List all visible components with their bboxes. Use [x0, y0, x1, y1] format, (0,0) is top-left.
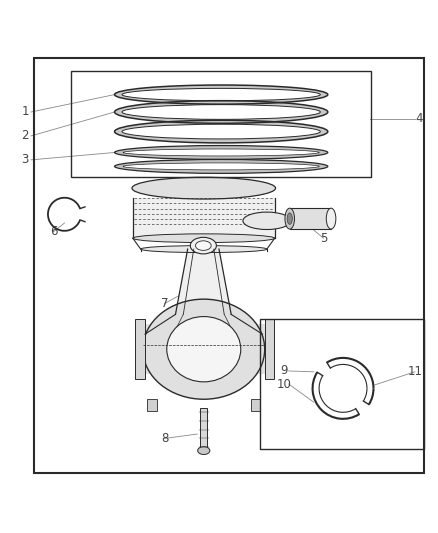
Ellipse shape	[115, 85, 328, 104]
Ellipse shape	[243, 212, 291, 230]
Ellipse shape	[143, 299, 265, 399]
Bar	[251, 399, 260, 411]
Ellipse shape	[287, 213, 292, 224]
Ellipse shape	[123, 149, 319, 156]
Ellipse shape	[115, 120, 328, 143]
Text: 4: 4	[416, 112, 423, 125]
Ellipse shape	[115, 159, 328, 173]
Bar	[147, 399, 157, 411]
Bar	[265, 319, 274, 379]
Ellipse shape	[285, 208, 294, 229]
Ellipse shape	[195, 241, 211, 251]
Bar	[133, 198, 275, 238]
Ellipse shape	[115, 101, 328, 123]
Text: 10: 10	[277, 377, 292, 391]
Bar	[34, 58, 424, 473]
Ellipse shape	[141, 246, 267, 253]
Text: 5: 5	[320, 232, 327, 245]
Ellipse shape	[122, 104, 320, 119]
Ellipse shape	[198, 447, 210, 455]
Bar	[290, 208, 331, 229]
Text: 11: 11	[407, 365, 422, 378]
Text: 3: 3	[21, 154, 29, 166]
Ellipse shape	[115, 146, 328, 159]
Bar	[143, 324, 265, 374]
Ellipse shape	[326, 208, 336, 229]
Ellipse shape	[122, 88, 320, 101]
Ellipse shape	[122, 124, 320, 139]
Ellipse shape	[190, 237, 216, 254]
Ellipse shape	[123, 163, 319, 170]
Bar	[135, 319, 145, 379]
Bar	[200, 408, 207, 449]
Text: 9: 9	[280, 365, 288, 377]
Ellipse shape	[132, 177, 276, 199]
Ellipse shape	[133, 234, 275, 243]
Ellipse shape	[167, 317, 241, 382]
Text: 2: 2	[21, 130, 29, 142]
Text: 6: 6	[50, 225, 57, 238]
Text: 8: 8	[161, 432, 168, 445]
Polygon shape	[176, 249, 231, 314]
Bar	[260, 319, 424, 449]
Text: 7: 7	[161, 297, 168, 310]
Text: 1: 1	[21, 106, 29, 118]
Bar	[71, 71, 371, 177]
